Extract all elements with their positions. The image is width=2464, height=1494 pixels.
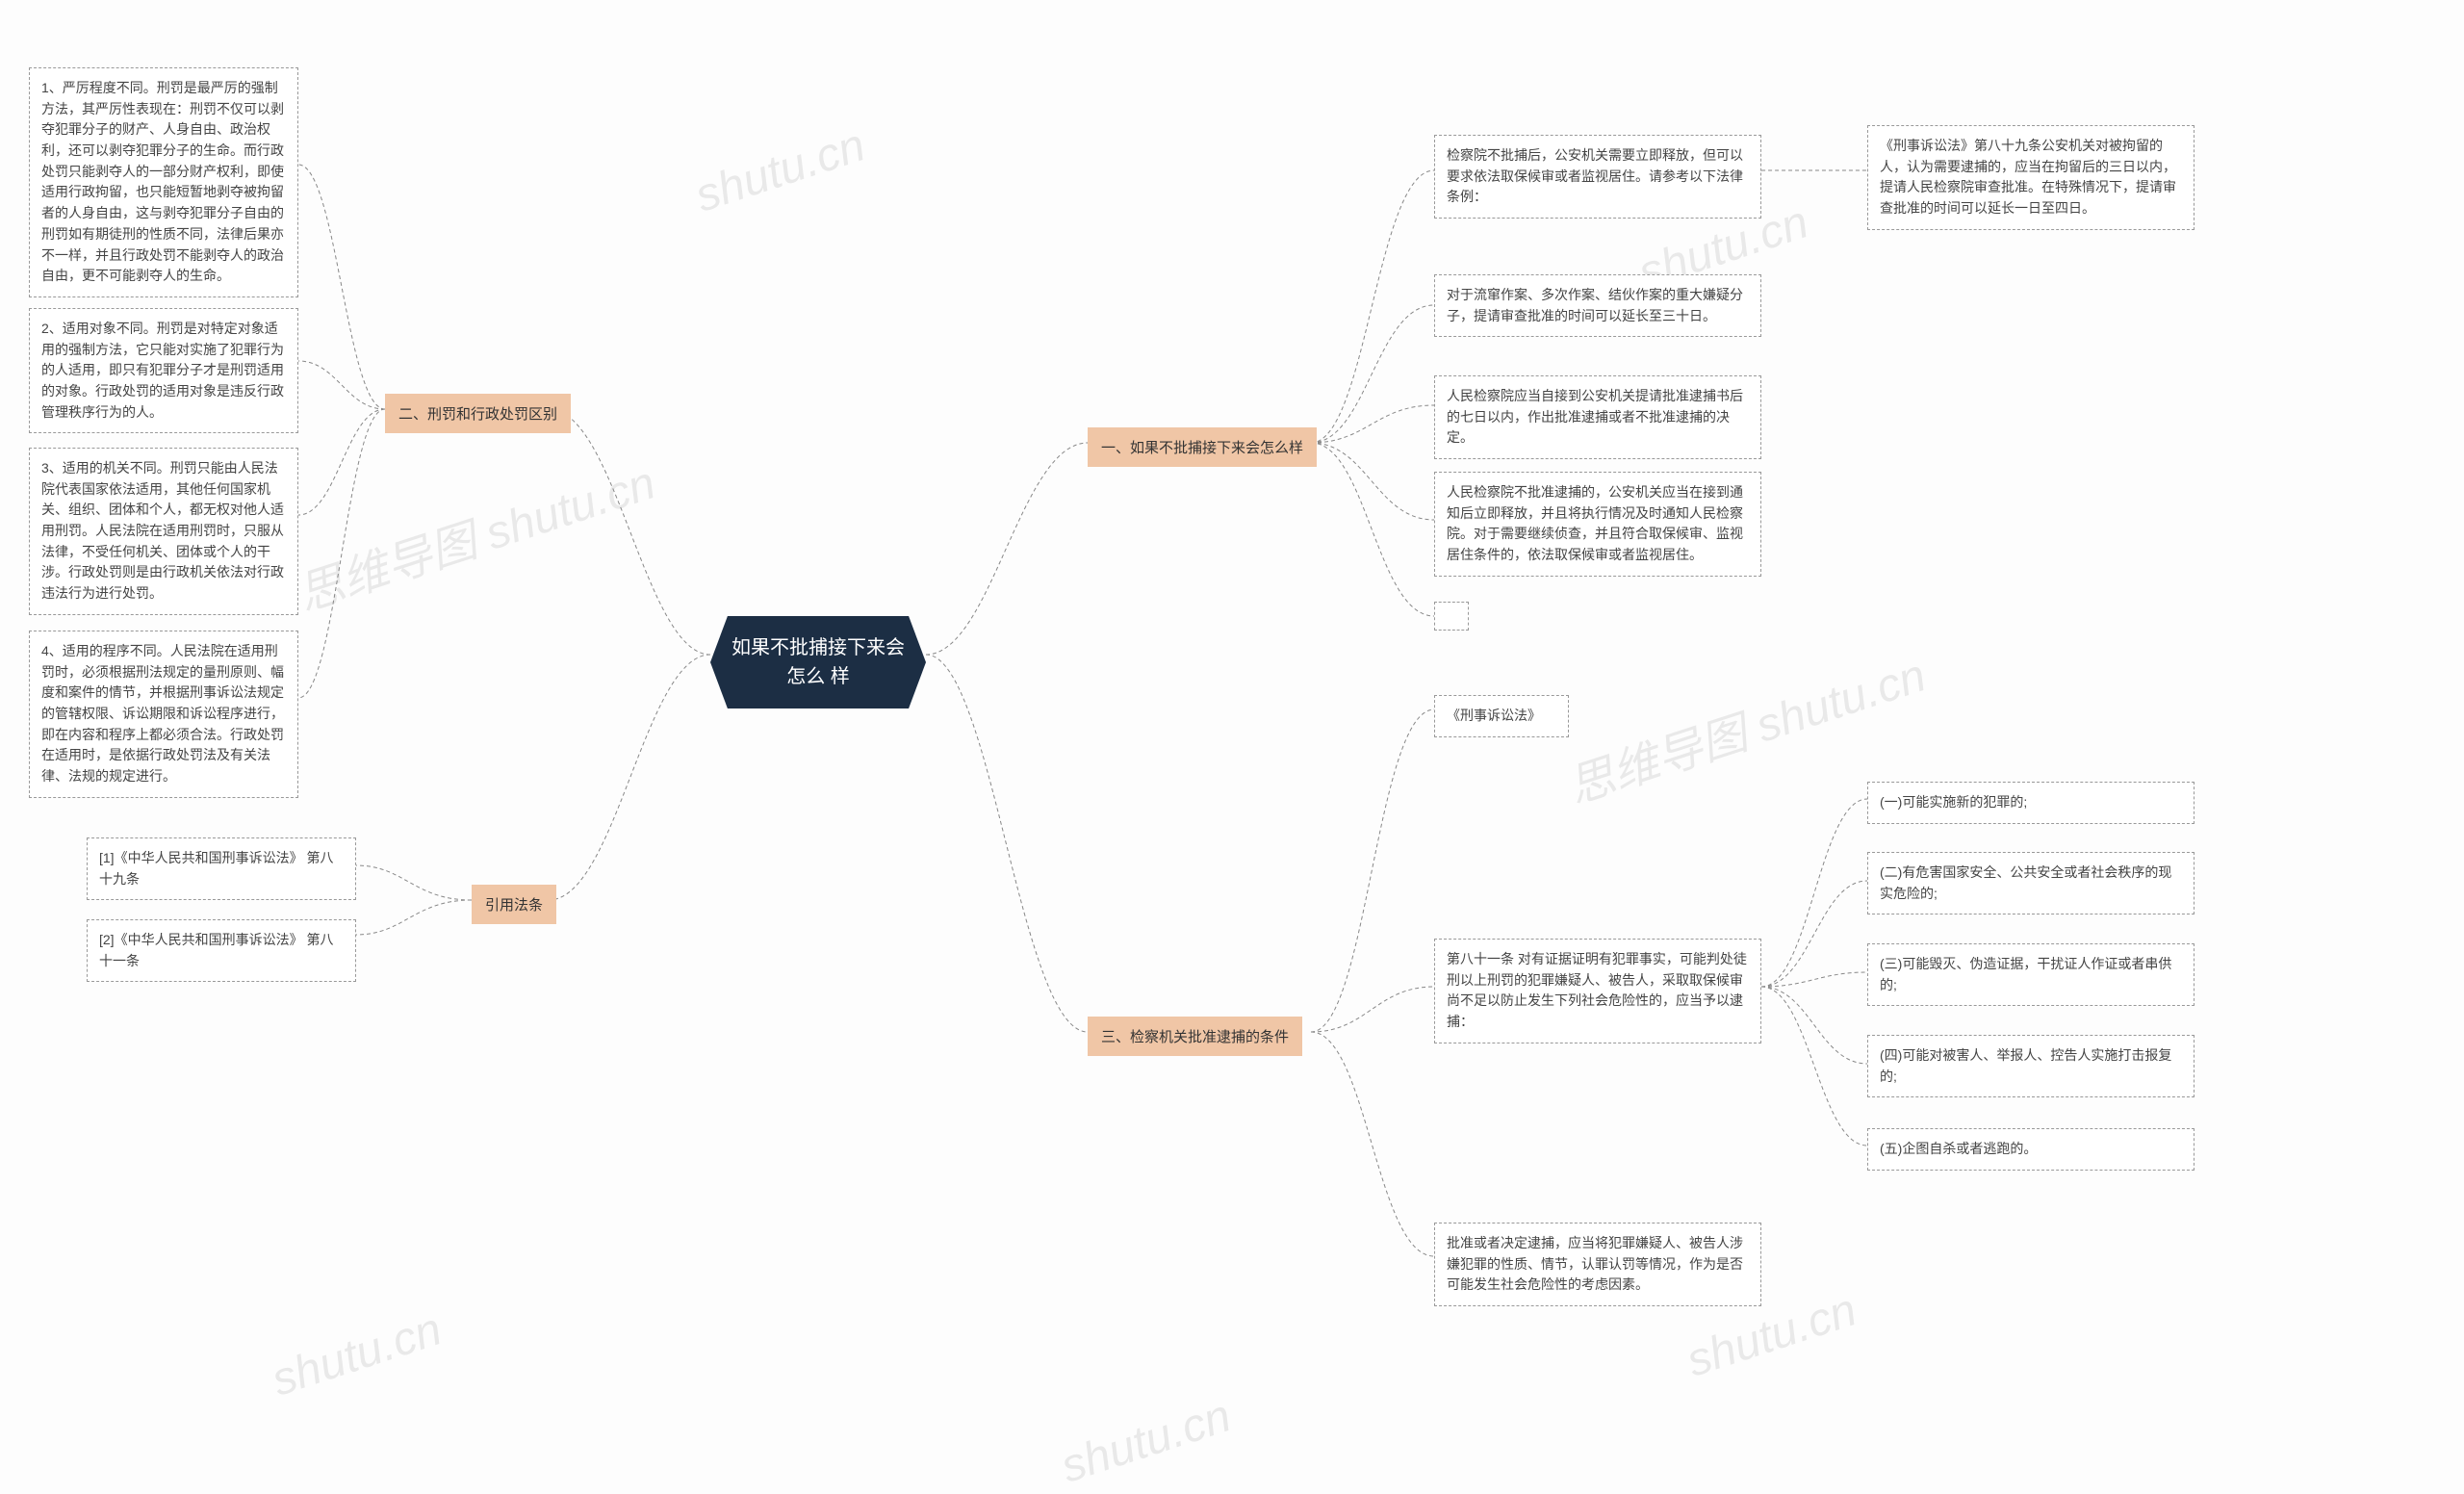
branch-l2: 引用法条 (472, 885, 556, 924)
branch-r2: 三、检察机关批准逮捕的条件 (1088, 1017, 1302, 1056)
root-node: 如果不批捕接下来会怎么 样 (710, 616, 926, 708)
leaf-r2-2-3: (三)可能毁灭、伪造证据，干扰证人作证或者串供的; (1867, 943, 2194, 1006)
leaf-r1-4: 人民检察院不批准逮捕的，公安机关应当在接到通知后立即释放，并且将执行情况及时通知… (1434, 472, 1761, 577)
leaf-r2-2-2: (二)有危害国家安全、公共安全或者社会秩序的现实危险的; (1867, 852, 2194, 914)
leaf-l1-2: 2、适用对象不同。刑罚是对特定对象适用的强制方法，它只能对实施了犯罪行为的人适用… (29, 308, 298, 433)
branch-r1: 一、如果不批捕接下来会怎么样 (1088, 427, 1317, 467)
leaf-r2-1: 《刑事诉讼法》 (1434, 695, 1569, 737)
watermark: shutu.cn (689, 118, 872, 222)
branch-l1: 二、刑罚和行政处罚区别 (385, 394, 571, 433)
watermark: 思维导图 shutu.cn (288, 445, 662, 624)
leaf-r1-1: 检察院不批捕后，公安机关需要立即释放，但可以要求依法取保候审或者监视居住。请参考… (1434, 135, 1761, 219)
leaf-r1-1-1: 《刑事诉讼法》第八十九条公安机关对被拘留的人，认为需要逮捕的，应当在拘留后的三日… (1867, 125, 2194, 230)
watermark: shutu.cn (266, 1302, 449, 1406)
watermark: shutu.cn (1055, 1389, 1238, 1493)
leaf-l2-1: [1]《中华人民共和国刑事诉讼法》 第八十九条 (87, 837, 356, 900)
leaf-l1-3: 3、适用的机关不同。刑罚只能由人民法院代表国家依法适用，其他任何国家机关、组织、… (29, 448, 298, 615)
leaf-l2-2: [2]《中华人民共和国刑事诉讼法》 第八十一条 (87, 919, 356, 982)
leaf-r1-3: 人民检察院应当自接到公安机关提请批准逮捕书后的七日以内，作出批准逮捕或者不批准逮… (1434, 375, 1761, 459)
leaf-r2-3: 批准或者决定逮捕，应当将犯罪嫌疑人、被告人涉嫌犯罪的性质、情节，认罪认罚等情况，… (1434, 1223, 1761, 1306)
leaf-r2-2-5: (五)企图自杀或者逃跑的。 (1867, 1128, 2194, 1171)
leaf-r2-2-4: (四)可能对被害人、举报人、控告人实施打击报复的; (1867, 1035, 2194, 1097)
leaf-r1-2: 对于流窜作案、多次作案、结伙作案的重大嫌疑分子，提请审查批准的时间可以延长至三十… (1434, 274, 1761, 337)
leaf-l1-4: 4、适用的程序不同。人民法院在适用刑罚时，必须根据刑法规定的量刑原则、幅度和案件… (29, 631, 298, 798)
leaf-l1-1: 1、严厉程度不同。刑罚是最严厉的强制方法，其严厉性表现在：刑罚不仅可以剥夺犯罪分… (29, 67, 298, 297)
leaf-r2-2-1: (一)可能实施新的犯罪的; (1867, 782, 2194, 824)
leaf-r2-2: 第八十一条 对有证据证明有犯罪事实，可能判处徒刑以上刑罚的犯罪嫌疑人、被告人，采… (1434, 939, 1761, 1043)
leaf-r1-5-empty (1434, 602, 1469, 631)
